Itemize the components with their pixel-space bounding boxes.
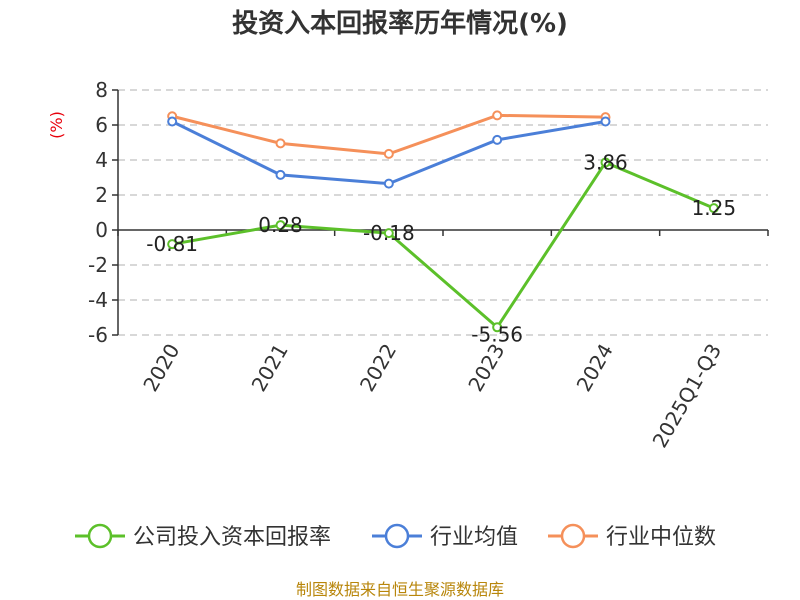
data-point — [600, 157, 611, 168]
data-label: 3.86 — [583, 150, 628, 174]
data-label: 1.25 — [692, 196, 737, 220]
legend[interactable]: 公司投入资本回报率 行业均值 行业中位数 — [75, 523, 716, 550]
legend-item-0[interactable]: 公司投入资本回报率 — [75, 523, 331, 550]
axes — [112, 89, 769, 336]
x-tick-label: 2023 — [463, 339, 509, 395]
data-point — [383, 178, 394, 189]
chart-title: 投资入本回报率历年情况(%) — [232, 8, 568, 39]
data-label: 0.28 — [258, 213, 303, 237]
data-point — [383, 228, 394, 239]
grid — [118, 89, 768, 336]
legend-label: 行业均值 — [430, 525, 518, 550]
y-tick-label: 2 — [95, 183, 108, 207]
series-line-2 — [171, 113, 606, 156]
data-point — [708, 203, 719, 214]
series-line-0 — [171, 160, 715, 330]
y-tick-label: 4 — [95, 148, 108, 172]
legend-item-1[interactable]: 行业均值 — [372, 523, 518, 550]
x-tick-labels: 2020 2021 2022 2023 2024 2025Q1-Q3 — [138, 339, 726, 451]
data-point — [275, 220, 286, 231]
y-tick-label: -4 — [88, 288, 108, 312]
y-axis-label: (%) — [47, 111, 66, 139]
data-label: -5.56 — [471, 322, 523, 346]
data-point — [600, 116, 611, 127]
x-tick-label: 2021 — [247, 340, 293, 396]
y-tick-label: 6 — [95, 113, 108, 137]
data-point — [167, 116, 178, 127]
x-tick-label: 2022 — [355, 340, 401, 396]
legend-label: 公司投入资本回报率 — [133, 525, 331, 550]
y-tick-labels: 8 6 4 2 0 -2 -4 -6 — [88, 78, 108, 347]
legend-label: 行业中位数 — [606, 525, 716, 550]
data-point — [275, 169, 286, 180]
data-point — [167, 239, 178, 250]
legend-item-2[interactable]: 行业中位数 — [548, 523, 716, 550]
data-point — [492, 134, 503, 145]
data-point — [492, 322, 503, 333]
series-lines — [167, 110, 719, 333]
source-note: 制图数据来自恒生聚源数据库 — [296, 580, 504, 599]
x-tick-label: 2020 — [138, 340, 184, 396]
data-label: -0.18 — [363, 221, 415, 245]
y-tick-label: -6 — [88, 323, 108, 347]
x-tick-label: 2024 — [572, 340, 618, 396]
data-point — [383, 148, 394, 159]
legend-marker-icon — [87, 523, 113, 549]
legend-marker-icon — [384, 523, 410, 549]
data-point — [492, 110, 503, 121]
y-tick-label: 0 — [95, 218, 108, 242]
legend-marker-icon — [560, 523, 586, 549]
data-label: -0.81 — [146, 232, 198, 256]
data-point — [275, 138, 286, 149]
data-labels: -0.81 0.28 -0.18 -5.56 3.86 1.25 — [146, 150, 736, 346]
y-tick-label: 8 — [95, 78, 108, 102]
x-tick-label: 2025Q1-Q3 — [647, 340, 726, 452]
y-tick-label: -2 — [88, 253, 108, 277]
